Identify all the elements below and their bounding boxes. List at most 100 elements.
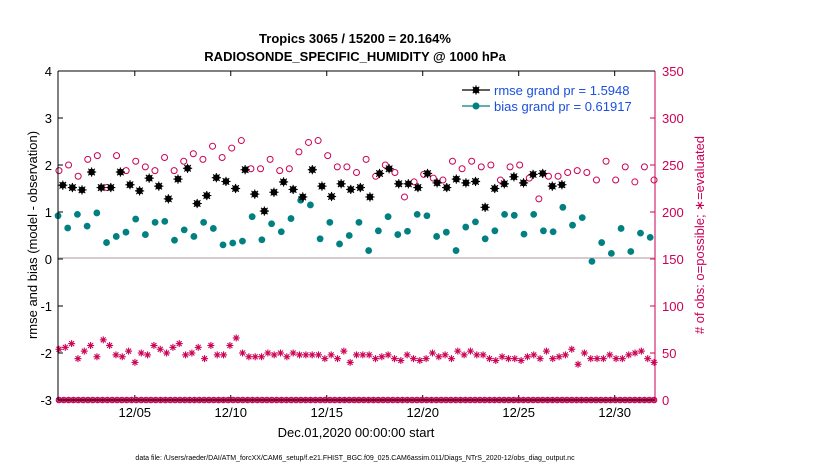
obs-possible-point [285,165,293,173]
rmse-point [422,168,433,179]
obs-evaluated-point-stroke [81,348,88,354]
bias-point [229,239,237,247]
rmse-point-star [202,190,212,201]
obs-possible-point [592,176,600,184]
obs-evaluated-point [473,351,481,359]
chart-subtitle: RADIOSONDE_SPECIFIC_HUMIDITY @ 1000 hPa [204,49,506,64]
obs-evaluated-point [599,355,607,363]
bias-point [472,218,479,226]
obs-evaluated-point [131,358,139,366]
obs-possible-point [170,167,178,175]
obs-possible-point [650,176,658,184]
bias-point [617,225,625,232]
obs-evaluated-point [232,334,240,342]
rmse-point-star-stroke [107,183,115,192]
obs-possible-point [621,163,629,171]
obs-evaluated-point [359,351,367,359]
obs-evaluated-point [169,343,177,351]
rmse-point-star [259,206,269,216]
bias-point [530,210,538,218]
obs-evaluated-point [321,355,329,363]
obs-possible-point [516,161,524,169]
rmse-point [134,186,145,196]
rmse-point-star [451,174,461,184]
rmse-point-star-stroke [491,184,499,193]
rmse-point-star [518,178,529,188]
rmse-point-star-stroke [481,203,489,211]
y2-tick-label: 300 [662,111,684,126]
obs-evaluated-point-stroke [271,352,278,358]
bias-point [268,220,275,228]
obs-evaluated-point [308,351,316,359]
obs-evaluated-point [397,357,405,365]
y2-tick-label: 350 [662,64,684,79]
obs-possible-point [640,163,648,171]
obs-evaluated-point-stroke [442,352,448,358]
bias-point [141,231,149,238]
obs-possible-point [257,165,265,173]
rmse-point [557,180,567,190]
rmse-point [518,178,529,188]
obs-possible-point [161,153,169,161]
bias-point [258,236,266,244]
bias-point [423,212,431,220]
obs-evaluated-point [226,341,234,349]
rmse-point-star-stroke [385,165,393,173]
rmse-point-star-stroke [414,183,422,192]
rmse-point-star-stroke [289,185,297,194]
obs-evaluated-point-stroke [562,352,569,358]
rmse-point-star [154,181,164,191]
bias-point [588,257,596,265]
obs-evaluated-point [74,355,82,363]
obs-evaluated-point-stroke [518,357,524,364]
rmse-point [230,183,241,194]
rmse-point-star [528,169,538,179]
obs-possible-point [602,157,610,165]
obs-evaluated-point-stroke [511,355,518,362]
rmse-point-star [326,191,337,202]
obs-evaluated-point-stroke [283,353,290,360]
y-tick-label: 3 [45,111,52,126]
obs-evaluated-point [302,351,310,359]
rmse-point-star [346,184,356,195]
obs-evaluated-point [416,357,424,365]
bias-point [93,209,101,217]
obs-evaluated-point [606,351,614,359]
obs-possible-point [448,157,456,165]
rmse-point-star-stroke [433,179,441,187]
obs-evaluated-point [504,355,512,363]
rmse-point-star-stroke [87,168,96,176]
obs-evaluated-series [55,334,658,368]
rmse-point-star [557,180,567,190]
obs-evaluated-point-stroke [62,344,69,351]
obs-possible-point [487,161,495,169]
obs-evaluated-point-stroke [378,353,385,360]
rmse-point [211,173,221,183]
obs-evaluated-point-stroke [220,352,227,358]
obs-evaluated-point-stroke [391,355,398,362]
obs-possible-point [333,163,341,171]
obs-possible-point [554,172,562,180]
obs-evaluated-point-stroke [170,344,176,351]
obs-evaluated-point-stroke [252,353,259,360]
rmse-point-star-stroke [375,169,384,178]
obs-evaluated-point [460,351,468,359]
obs-evaluated-point-stroke [625,352,632,358]
obs-evaluated-point [334,355,342,363]
rmse-point-star [336,179,346,189]
obs-evaluated-point-stroke [530,352,537,358]
bias-point [501,210,508,218]
rmse-point-star-stroke [471,177,480,186]
rmse-point [67,182,77,193]
obs-evaluated-point-stroke [265,350,271,356]
obs-evaluated-point [80,347,88,355]
obs-evaluated-point [296,351,304,359]
obs-evaluated-point [492,357,500,365]
rmse-point-star-stroke [308,166,316,174]
obs-possible-point [276,167,284,175]
obs-possible-point [381,161,389,169]
obs-evaluated-point [61,343,69,351]
obs-evaluated-point [479,351,487,359]
rmse-point [346,184,356,195]
obs-evaluated-point-stroke [549,355,556,362]
